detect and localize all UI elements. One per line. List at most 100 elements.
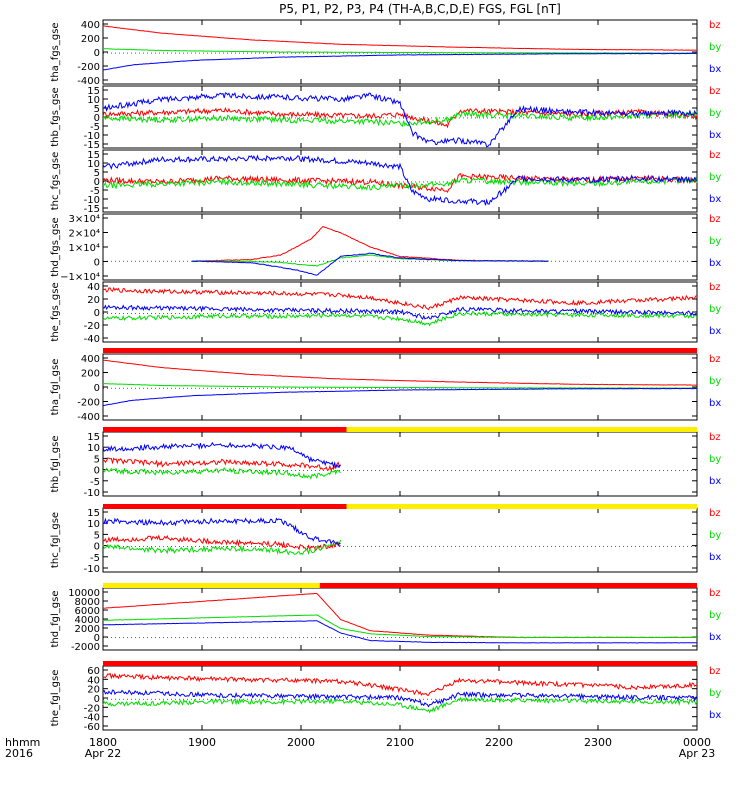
legend-bz: bz bbox=[709, 588, 721, 599]
y-tick-label: 15 bbox=[87, 86, 100, 97]
series-bx-line bbox=[102, 304, 698, 320]
y-tick-label: 1×10⁴ bbox=[69, 243, 100, 254]
x-tick-label: 1800 bbox=[89, 736, 117, 749]
y-tick-label: 20 bbox=[87, 295, 100, 306]
series-bx-line bbox=[102, 91, 698, 148]
y-tick-label: 0 bbox=[94, 308, 100, 319]
series-bz-line bbox=[102, 106, 698, 129]
series-bz-line bbox=[102, 672, 698, 696]
y-tick-label: -10 bbox=[84, 195, 100, 206]
y-tick-label: −1×10⁴ bbox=[60, 272, 100, 283]
panel-frame bbox=[102, 213, 698, 281]
y-tick-label: -5 bbox=[90, 186, 100, 197]
y-tick-label: 15 bbox=[87, 432, 100, 443]
series-by-line bbox=[102, 695, 698, 714]
y-axis-label: thd_fgs_gse bbox=[50, 217, 61, 276]
y-tick-label: -400 bbox=[77, 412, 100, 423]
legend-by: by bbox=[709, 236, 721, 247]
flag-bar-yellow bbox=[103, 583, 320, 588]
legend-by: by bbox=[709, 304, 721, 315]
y-axis-label: thb_fgs_gse bbox=[50, 87, 61, 146]
y-tick-label: 20 bbox=[87, 685, 100, 696]
y-tick-label: -10 bbox=[84, 131, 100, 142]
series-bz-line bbox=[102, 457, 342, 472]
y-tick-label: 0 bbox=[94, 48, 100, 59]
legend-bx: bx bbox=[709, 130, 721, 141]
y-tick-label: 200 bbox=[81, 369, 100, 380]
series-by-line bbox=[102, 467, 341, 480]
series-bz-line bbox=[102, 534, 341, 552]
y-tick-label: -10 bbox=[84, 564, 100, 575]
y-tick-label: -5 bbox=[90, 477, 100, 488]
y-axis-label: thb_fgl_gse bbox=[50, 436, 61, 493]
y-tick-label: 0 bbox=[94, 258, 100, 269]
y-tick-label: 0 bbox=[94, 542, 100, 553]
x-axis-unit-label: hhmm bbox=[5, 736, 40, 749]
x-tick-label: 0000 bbox=[683, 736, 711, 749]
y-tick-label: -40 bbox=[84, 334, 100, 345]
flag-bar-red bbox=[319, 583, 697, 588]
x-tick-label: 2100 bbox=[386, 736, 414, 749]
legend-bz: bz bbox=[709, 432, 721, 443]
y-tick-label: -200 bbox=[77, 398, 100, 409]
series-bz-line bbox=[102, 593, 697, 639]
y-axis-label: tha_fgl_gse bbox=[50, 359, 61, 416]
legend-bz: bz bbox=[709, 20, 721, 31]
y-axis-label: thc_fgl_gse bbox=[50, 512, 61, 568]
chart-title: P5, P1, P2, P3, P4 (TH-A,B,C,D,E) FGS, F… bbox=[279, 2, 561, 16]
y-tick-label: -200 bbox=[77, 62, 100, 73]
series-bx-line bbox=[192, 252, 549, 276]
legend-bz: bz bbox=[709, 214, 721, 225]
legend-by: by bbox=[709, 688, 721, 699]
x-axis-year-label: 2016 bbox=[5, 747, 33, 760]
y-tick-label: 6000 bbox=[75, 606, 100, 617]
panel-the_fgs_gse: 40 20 0 -20 -40 the_fgs_gse bz by bx bbox=[50, 281, 721, 345]
y-axis-label: the_fgs_gse bbox=[50, 282, 61, 341]
legend-by: by bbox=[709, 172, 721, 183]
y-tick-label: 0 bbox=[94, 177, 100, 188]
legend-by: by bbox=[709, 454, 721, 465]
y-tick-label: -20 bbox=[84, 703, 100, 714]
legend-bz: bz bbox=[709, 666, 721, 677]
legend-bx: bx bbox=[709, 258, 721, 269]
y-tick-label: 5 bbox=[94, 530, 100, 541]
flag-bar-yellow bbox=[346, 504, 697, 509]
y-tick-label: 0 bbox=[94, 113, 100, 124]
legend-bz: bz bbox=[709, 150, 721, 161]
y-tick-label: -20 bbox=[84, 321, 100, 332]
y-axis-label: thc_fgs_gse bbox=[50, 152, 61, 211]
y-tick-label: 0 bbox=[94, 383, 100, 394]
series-by-line bbox=[192, 254, 549, 267]
series-bx-line bbox=[102, 689, 698, 708]
legend-by: by bbox=[709, 108, 721, 119]
legend-bx: bx bbox=[709, 194, 721, 205]
y-tick-label: 40 bbox=[87, 675, 100, 686]
legend-by: by bbox=[709, 42, 721, 53]
series-bx-line bbox=[103, 387, 697, 406]
series-by-line bbox=[102, 382, 698, 389]
x-tick-label: 1900 bbox=[188, 736, 216, 749]
y-tick-label: 5 bbox=[94, 104, 100, 115]
y-tick-label: 0 bbox=[94, 633, 100, 644]
panel-tha_fgl_gse: 400 200 0 -200 -400 tha_fgl_gse bz by bx bbox=[50, 353, 721, 423]
y-tick-label: 2×10⁴ bbox=[69, 229, 100, 240]
panel-tha_fgs_gse: 400 200 0 -200 -400 tha_fgs_gse bz by bx bbox=[50, 19, 721, 87]
flag-bar-red bbox=[103, 661, 697, 666]
series-by-line bbox=[102, 614, 698, 639]
series-by-line bbox=[102, 539, 342, 556]
y-tick-label: 10 bbox=[87, 519, 100, 530]
y-tick-label: -5 bbox=[90, 553, 100, 564]
y-tick-label: -400 bbox=[77, 76, 100, 87]
y-axis-label: the_fgl_gse bbox=[50, 670, 61, 727]
y-tick-label: 400 bbox=[81, 354, 100, 365]
y-tick-label: -10 bbox=[84, 488, 100, 499]
panel-frame bbox=[102, 665, 698, 731]
y-tick-label: 8000 bbox=[75, 597, 100, 608]
